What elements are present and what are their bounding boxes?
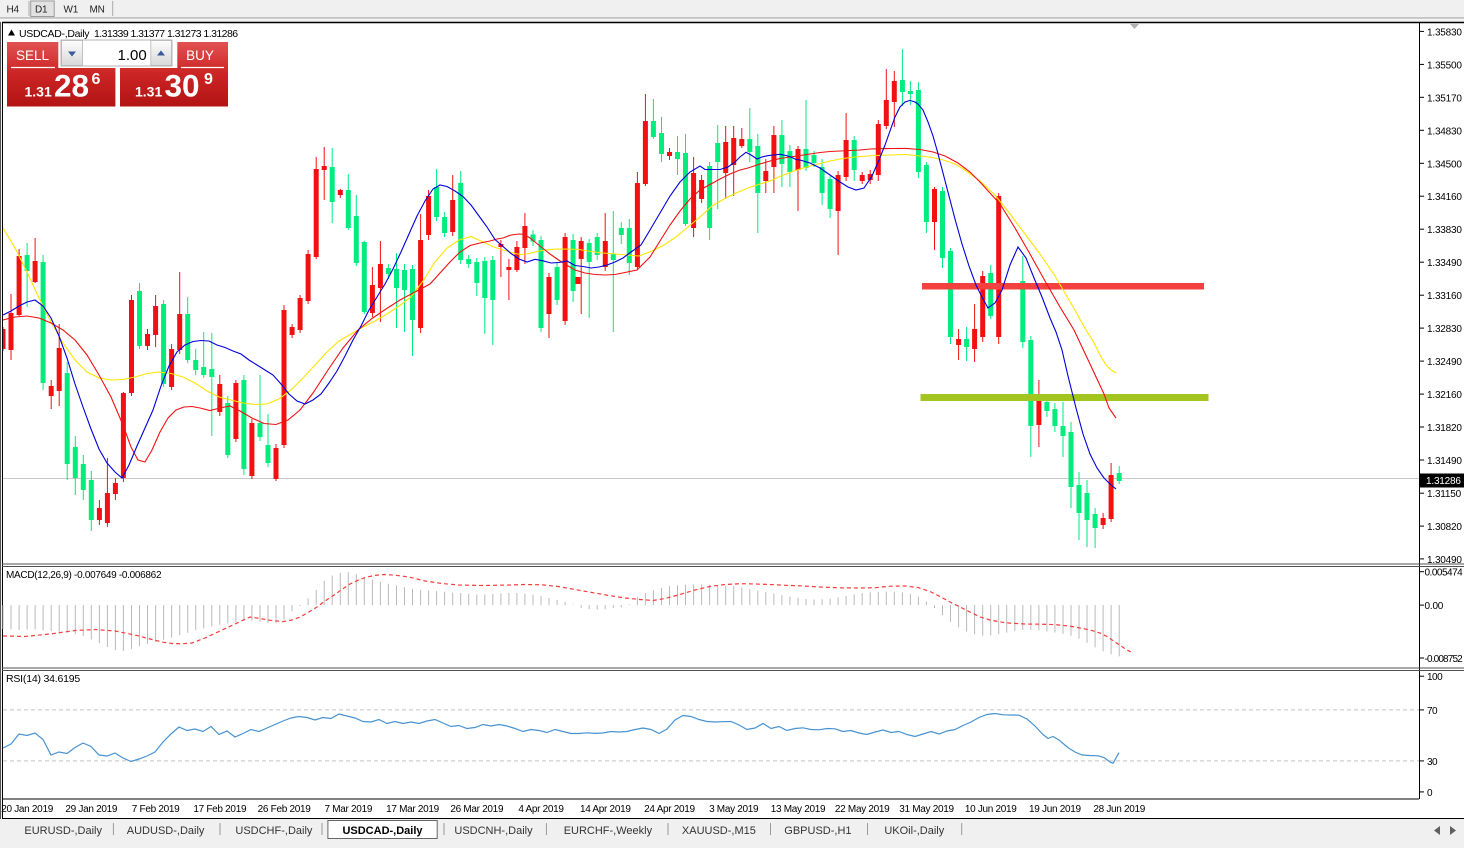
svg-text:7 Feb 2019: 7 Feb 2019: [132, 804, 180, 815]
svg-text:1.30820: 1.30820: [1427, 522, 1462, 533]
svg-text:USDCAD-,Daily: USDCAD-,Daily: [342, 825, 423, 837]
svg-text:1.31: 1.31: [135, 84, 162, 100]
svg-text:1.32490: 1.32490: [1427, 357, 1462, 368]
svg-text:1.33490: 1.33490: [1427, 258, 1462, 269]
svg-text:W1: W1: [64, 5, 79, 16]
svg-text:GBPUSD-,H1: GBPUSD-,H1: [784, 825, 851, 837]
svg-text:1.33160: 1.33160: [1427, 291, 1462, 302]
svg-text:6: 6: [92, 71, 101, 88]
svg-text:EURCHF-,Weekly: EURCHF-,Weekly: [564, 825, 653, 837]
svg-text:1.34160: 1.34160: [1427, 192, 1462, 203]
svg-text:70: 70: [1427, 706, 1438, 717]
svg-text:13 May 2019: 13 May 2019: [771, 804, 826, 815]
svg-text:0.005474: 0.005474: [1425, 568, 1464, 579]
svg-text:1.35500: 1.35500: [1427, 60, 1462, 71]
svg-text:XAUUSD-,M15: XAUUSD-,M15: [682, 825, 756, 837]
svg-text:26 Feb 2019: 26 Feb 2019: [258, 804, 312, 815]
svg-text:17 Mar 2019: 17 Mar 2019: [386, 804, 440, 815]
svg-text:H4: H4: [7, 5, 20, 16]
svg-text:1.00: 1.00: [117, 47, 146, 64]
svg-text:0: 0: [1427, 788, 1433, 799]
svg-text:1.31286: 1.31286: [1426, 476, 1461, 487]
svg-text:AUDUSD-,Daily: AUDUSD-,Daily: [127, 825, 205, 837]
svg-text:MN: MN: [90, 5, 105, 16]
svg-text:7 Mar 2019: 7 Mar 2019: [325, 804, 373, 815]
svg-text:4 Apr 2019: 4 Apr 2019: [518, 804, 564, 815]
svg-text:9: 9: [204, 71, 213, 88]
svg-text:USDCHF-,Daily: USDCHF-,Daily: [235, 825, 313, 837]
svg-text:SELL: SELL: [16, 48, 50, 63]
svg-text:1.31490: 1.31490: [1427, 456, 1462, 467]
svg-text:D1: D1: [35, 5, 48, 16]
svg-text:EURUSD-,Daily: EURUSD-,Daily: [24, 825, 102, 837]
svg-text:3 May 2019: 3 May 2019: [709, 804, 759, 815]
svg-text:17 Feb 2019: 17 Feb 2019: [193, 804, 247, 815]
svg-text:29 Jan 2019: 29 Jan 2019: [65, 804, 117, 815]
svg-text:USDCAD-,Daily: USDCAD-,Daily: [19, 28, 90, 40]
svg-text:31 May 2019: 31 May 2019: [899, 804, 954, 815]
svg-text:BUY: BUY: [186, 48, 214, 63]
svg-text:30: 30: [165, 68, 200, 104]
svg-text:24 Apr 2019: 24 Apr 2019: [644, 804, 695, 815]
svg-text:1.33830: 1.33830: [1427, 225, 1462, 236]
svg-text:1.32160: 1.32160: [1427, 390, 1462, 401]
svg-text:1.31: 1.31: [25, 84, 52, 100]
svg-text:1.31150: 1.31150: [1427, 489, 1462, 500]
svg-text:1.31820: 1.31820: [1427, 423, 1462, 434]
svg-text:19 Jun 2019: 19 Jun 2019: [1029, 804, 1081, 815]
svg-text:26 Mar 2019: 26 Mar 2019: [450, 804, 504, 815]
svg-text:1.30490: 1.30490: [1427, 555, 1462, 566]
svg-text:30: 30: [1427, 757, 1438, 768]
svg-text:10 Jun 2019: 10 Jun 2019: [965, 804, 1017, 815]
svg-text:1.35170: 1.35170: [1427, 93, 1462, 104]
svg-text:1.34830: 1.34830: [1427, 126, 1462, 137]
svg-text:USDCNH-,Daily: USDCNH-,Daily: [454, 825, 533, 837]
svg-text:22 May 2019: 22 May 2019: [835, 804, 890, 815]
svg-text:28: 28: [54, 68, 89, 104]
svg-text:14 Apr 2019: 14 Apr 2019: [580, 804, 631, 815]
svg-text:1.31339 1.31377 1.31273 1.3128: 1.31339 1.31377 1.31273 1.31286: [94, 28, 238, 40]
svg-text:MACD(12,26,9) -0.007649 -0.006: MACD(12,26,9) -0.007649 -0.006862: [6, 570, 162, 581]
svg-text:1.34500: 1.34500: [1427, 159, 1462, 170]
svg-text:1.35830: 1.35830: [1427, 27, 1462, 38]
svg-text:UKOil-,Daily: UKOil-,Daily: [884, 825, 944, 837]
svg-text:100: 100: [1427, 672, 1443, 683]
svg-text:RSI(14) 34.6195: RSI(14) 34.6195: [6, 673, 80, 685]
svg-text:1.32830: 1.32830: [1427, 324, 1462, 335]
svg-text:0.00: 0.00: [1425, 601, 1444, 612]
svg-text:-0.008752: -0.008752: [1425, 654, 1464, 665]
svg-text:28 Jun 2019: 28 Jun 2019: [1093, 804, 1145, 815]
svg-text:20 Jan 2019: 20 Jan 2019: [1, 804, 53, 815]
